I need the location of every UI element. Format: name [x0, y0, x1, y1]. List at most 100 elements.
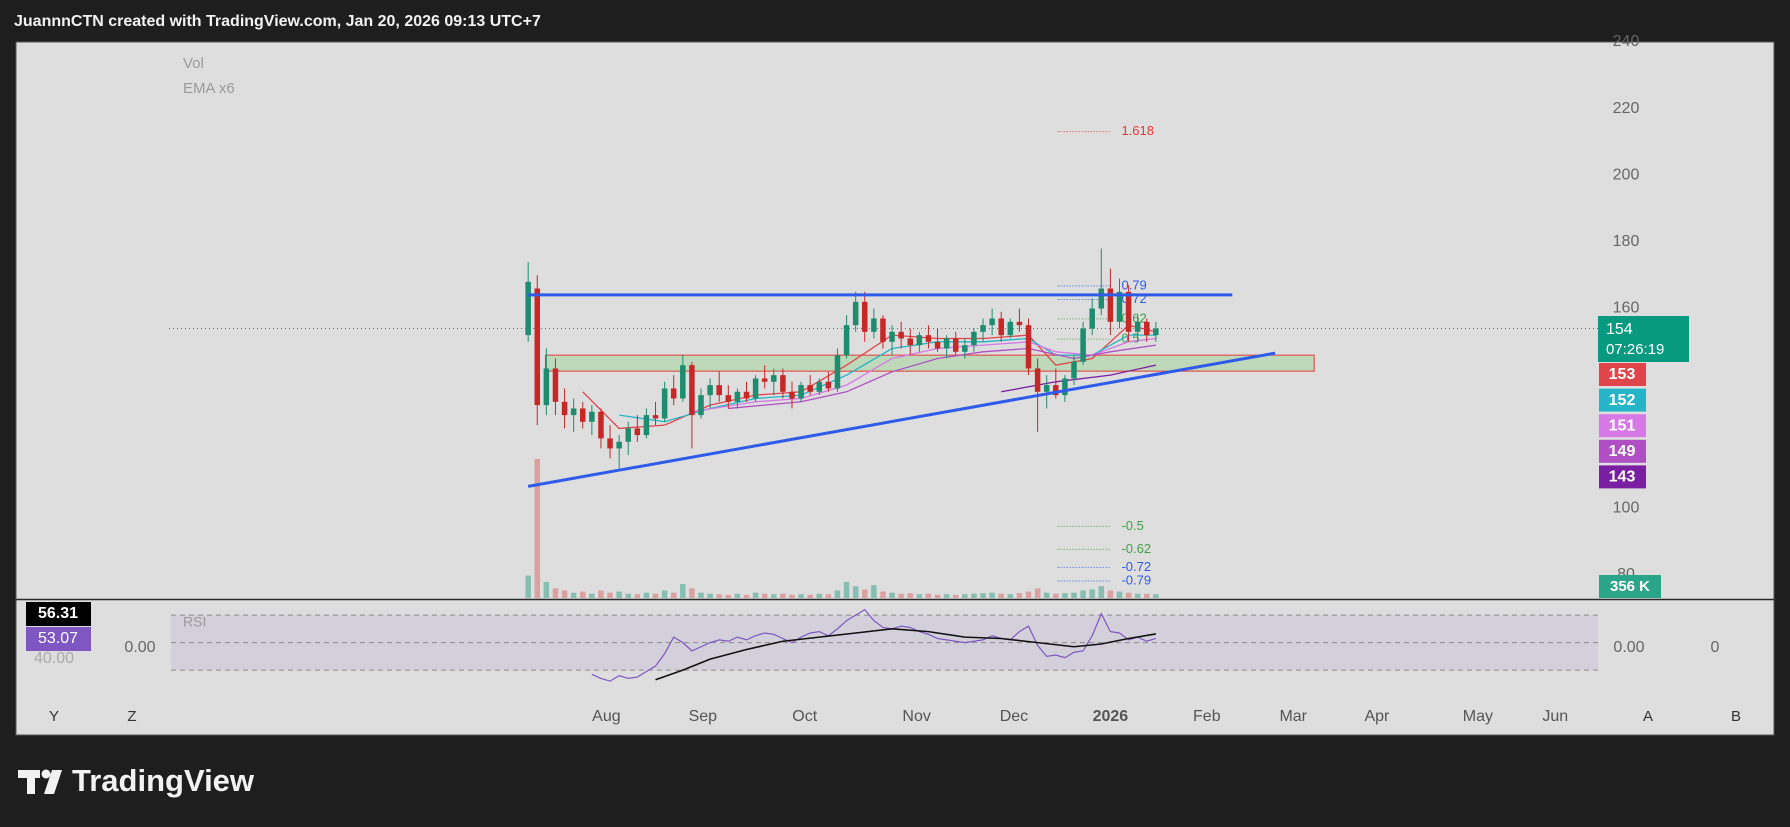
candle-body	[643, 415, 650, 436]
candle-body	[725, 395, 732, 402]
y-tick-label: 200	[1613, 166, 1640, 183]
volume-bar	[734, 593, 741, 598]
candle-body	[862, 301, 868, 332]
fib-label: 1.618	[1121, 123, 1154, 138]
fib-label: -0.79	[1121, 572, 1151, 587]
fib-label: -0.5	[1121, 518, 1143, 533]
ema-label-box	[1599, 414, 1646, 438]
ema-label: 143	[1609, 469, 1636, 486]
candle-body	[780, 375, 786, 392]
y-tick-label: 240	[1613, 33, 1640, 50]
candle-body	[761, 378, 768, 382]
candle-body	[589, 411, 595, 422]
volume-bar	[1062, 593, 1068, 598]
axis-button[interactable]: Z	[127, 708, 136, 725]
candle-body	[1089, 308, 1095, 329]
candle-body	[1107, 288, 1114, 322]
ema-label: 151	[1609, 417, 1636, 434]
candle-body	[634, 428, 641, 436]
volume-bar	[980, 593, 986, 598]
logo-dot	[41, 769, 51, 779]
volume-bar	[1134, 593, 1141, 598]
candle-body	[1053, 385, 1059, 396]
volume-bar	[925, 593, 932, 598]
candle-body	[807, 385, 813, 392]
candle-body	[543, 368, 550, 406]
candle-body	[816, 381, 823, 392]
volume-bar	[916, 594, 923, 598]
volume-bar	[880, 591, 886, 598]
volume-bar	[1116, 591, 1123, 598]
volume-bar	[1053, 593, 1059, 598]
candle-body	[716, 385, 722, 396]
candle-body	[934, 341, 941, 349]
volume-bar	[561, 590, 568, 598]
indicator-label: EMA x6	[183, 80, 235, 97]
candle-body	[525, 281, 531, 336]
candle-body	[580, 408, 586, 422]
volume-bar	[798, 594, 804, 598]
rsi-title: RSI	[183, 614, 206, 630]
volume-bar	[907, 593, 914, 598]
volume-bar	[752, 592, 759, 598]
x-tick-label: Dec	[1000, 708, 1028, 725]
candle-body	[916, 335, 923, 346]
candle-body	[952, 338, 959, 352]
volume-bar	[1080, 590, 1086, 598]
candle-body	[1134, 321, 1141, 332]
candle-body	[689, 365, 695, 416]
ema-label-box	[1599, 439, 1646, 463]
volume-bar	[871, 585, 877, 598]
x-tick-label: Nov	[902, 708, 930, 725]
volume-bar	[1043, 592, 1050, 598]
axis-button[interactable]: A	[1643, 708, 1653, 725]
candle-body	[570, 408, 577, 416]
fib-label: 0.72	[1121, 291, 1146, 306]
candle-body	[1116, 291, 1123, 322]
y-tick-label: 160	[1613, 300, 1640, 317]
volume-bar	[1016, 593, 1023, 598]
axis-button[interactable]: Y	[49, 708, 59, 725]
volume-bar	[743, 594, 750, 598]
volume-bar	[552, 588, 559, 598]
volume-bar	[825, 594, 832, 598]
rsi-line	[591, 608, 1157, 682]
volume-bar	[652, 593, 659, 598]
fib-label: 0.5	[1121, 331, 1139, 346]
candle-body	[652, 415, 659, 419]
candle-body	[670, 388, 677, 399]
candle-body	[1071, 361, 1077, 379]
volume-bar	[698, 592, 704, 598]
ema-line	[728, 344, 1156, 410]
x-tick-label: 2026	[1093, 708, 1129, 725]
volume-bar	[962, 594, 968, 598]
volume-bar	[807, 594, 813, 598]
rsi-right-value: 0.00	[1613, 639, 1644, 656]
fib-label: 0.79	[1121, 277, 1146, 292]
candle-body	[998, 318, 1004, 336]
volume-bar	[570, 592, 577, 598]
volume-bar	[934, 594, 941, 598]
volume-bar	[725, 594, 732, 598]
candle-body	[552, 368, 559, 402]
candle-body	[980, 325, 986, 332]
candle-body	[1025, 325, 1032, 369]
candle-body	[1007, 321, 1014, 336]
volume-bar	[707, 593, 713, 598]
volume-bar	[580, 591, 586, 598]
fib-label: -0.62	[1121, 541, 1151, 556]
volume-bar	[834, 590, 841, 598]
candle-body	[1080, 328, 1086, 362]
candle-body	[698, 395, 704, 416]
volume-bar	[989, 592, 995, 598]
chart-panel	[15, 41, 1775, 736]
candle-body	[1125, 291, 1132, 332]
candle-body	[898, 331, 904, 339]
candle-body	[834, 355, 841, 389]
volume-bar	[943, 594, 950, 598]
axis-button[interactable]: B	[1731, 708, 1741, 725]
candle-body	[1034, 368, 1041, 392]
volume-bar	[616, 591, 622, 598]
volume-bar	[843, 581, 850, 598]
